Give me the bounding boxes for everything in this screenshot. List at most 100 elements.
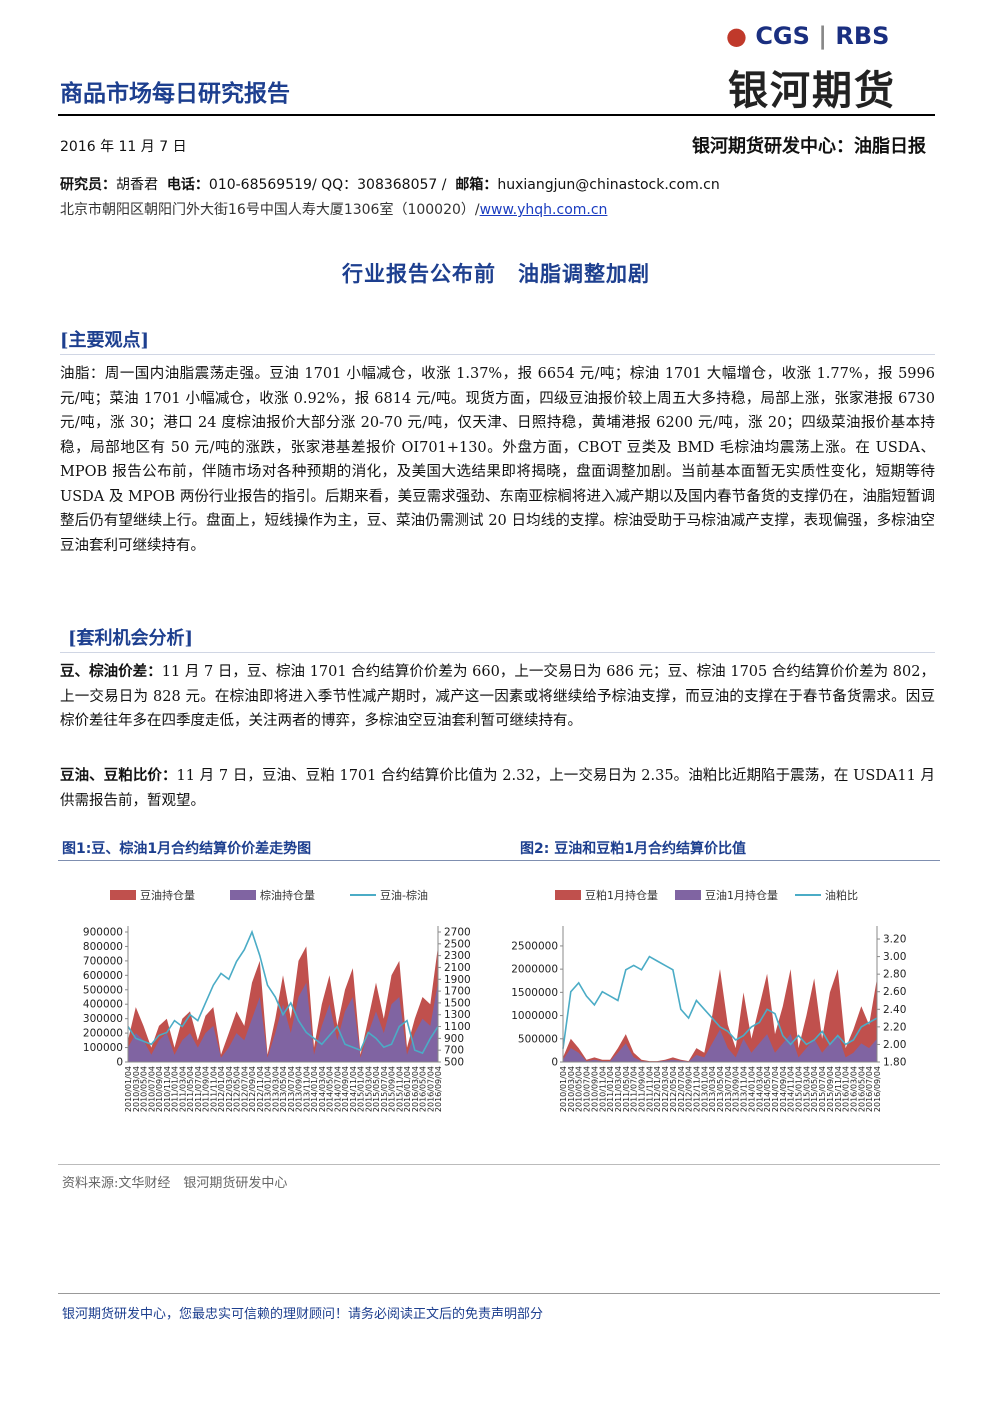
arbitrage-paragraph: 豆、棕油价差：11 月 7 日，豆、棕油 1701 合约结算价价差为 660，上…	[60, 660, 935, 734]
y2-tick-label: 1100	[444, 1021, 471, 1033]
x-tick-label: 2011/01/04	[606, 1066, 615, 1112]
x-tick-label: 2012/01/04	[653, 1066, 662, 1112]
legend-label: 棕油持仓量	[260, 888, 315, 902]
y-tick-label: 700000	[83, 955, 123, 967]
address: 北京市朝阳区朝阳门外大街16号中国人寿大厦1306室（100020）/	[60, 202, 480, 218]
x-tick-label: 2014/05/04	[326, 1066, 335, 1112]
text: 11 月 7 日，豆、棕油 1701 合约结算价价差为 660，上一交易日为 6…	[60, 664, 935, 729]
x-tick-label: 2010/03/04	[132, 1066, 141, 1112]
x-tick-label: 2015/05/04	[810, 1066, 819, 1112]
y-tick-label: 100000	[83, 1042, 123, 1054]
y2-tick-label: 1500	[444, 997, 471, 1009]
x-tick-label: 2010/09/04	[590, 1066, 599, 1112]
text: 11 月 7 日，豆油、豆粕 1701 合约结算价比值为 2.32，上一交易日为…	[60, 768, 936, 809]
area-series	[128, 982, 438, 1062]
report-title: 商品市场每日研究报告	[60, 81, 290, 107]
figure-rule	[58, 860, 940, 861]
y-tick-label: 2000000	[511, 964, 558, 976]
x-tick-label: 2013/09/04	[732, 1066, 741, 1112]
line-series	[127, 929, 439, 1055]
x-tick-label: 2016/07/04	[426, 1066, 435, 1112]
x-tick-label: 2015/09/04	[826, 1066, 835, 1112]
x-tick-label: 2015/03/04	[802, 1066, 811, 1112]
y-tick-label: 500000	[83, 984, 123, 996]
y-tick-label: 0	[116, 1057, 123, 1069]
section-rule	[60, 354, 935, 355]
legend-swatch	[675, 890, 701, 900]
y-tick-label: 0	[551, 1057, 558, 1069]
x-tick-label: 2015/03/04	[364, 1066, 373, 1112]
y2-tick-label: 1700	[444, 986, 471, 998]
x-tick-label: 2016/03/04	[411, 1066, 420, 1112]
x-tick-label: 2016/07/04	[865, 1066, 874, 1112]
legend-swatch	[110, 890, 136, 900]
x-tick-label: 2010/07/04	[583, 1066, 592, 1112]
contact-line: 研究员：胡香君 电话：010-68569519/ QQ：308368057 / …	[60, 174, 720, 194]
x-tick-label: 2015/09/04	[388, 1066, 397, 1112]
x-tick-label: 2011/03/04	[614, 1066, 623, 1112]
section-heading: [套利机会分析]	[68, 628, 194, 649]
x-tick-label: 2012/01/04	[217, 1066, 226, 1112]
x-tick-label: 2014/11/04	[787, 1066, 796, 1112]
y2-tick-label: 1900	[444, 974, 471, 986]
x-tick-label: 2014/03/04	[318, 1066, 327, 1112]
x-tick-label: 2012/07/04	[677, 1066, 686, 1112]
x-tick-label: 2016/09/04	[873, 1066, 882, 1112]
logo-name: 银河期货	[728, 68, 896, 114]
x-tick-label: 2012/11/04	[692, 1066, 701, 1112]
label: 研究员：	[60, 177, 116, 193]
y-tick-label: 1000000	[511, 1010, 558, 1022]
x-tick-label: 2016/01/04	[403, 1066, 412, 1112]
area-series	[563, 1029, 877, 1062]
y2-tick-label: 2.00	[883, 1039, 906, 1051]
y2-tick-label: 2.40	[883, 1004, 906, 1016]
legend-label: 油粕比	[825, 888, 858, 902]
x-tick-label: 2016/05/04	[419, 1066, 428, 1112]
x-tick-label: 2012/05/04	[233, 1066, 242, 1112]
x-tick-label: 2014/01/04	[747, 1066, 756, 1112]
x-tick-label: 2013/11/04	[302, 1066, 311, 1112]
headline: 行业报告公布前 油脂调整加剧	[342, 261, 650, 286]
x-tick-label: 2011/03/04	[178, 1066, 187, 1112]
y2-tick-label: 2700	[444, 927, 471, 939]
y-tick-label: 900000	[83, 927, 123, 939]
source: 资料来源:文华财经 银河期货研发中心	[62, 1176, 288, 1191]
x-tick-label: 2012/09/04	[685, 1066, 694, 1112]
y-tick-label: 800000	[83, 941, 123, 953]
x-tick-label: 2016/01/04	[842, 1066, 851, 1112]
logo-rbs-text: RBS	[835, 22, 890, 50]
x-tick-label: 2016/03/04	[849, 1066, 858, 1112]
legend-label: 豆油1月持仓量	[705, 888, 778, 902]
x-tick-label: 2010/05/04	[140, 1066, 149, 1112]
address-line: 北京市朝阳区朝阳门外大街16号中国人寿大厦1306室（100020）/www.y…	[60, 199, 607, 219]
legend-label: 豆油-棕油	[380, 888, 428, 902]
x-tick-label: 2012/03/04	[661, 1066, 670, 1112]
department: 银河期货研发中心：油脂日报	[692, 136, 926, 157]
x-tick-label: 2014/03/04	[755, 1066, 764, 1112]
x-tick-label: 2012/09/04	[248, 1066, 257, 1112]
y-tick-label: 500000	[518, 1033, 558, 1045]
x-tick-label: 2013/07/04	[287, 1066, 296, 1112]
figure-title: 图2: 豆油和豆粕1月合约结算价比值	[520, 841, 746, 857]
legend-swatch	[230, 890, 256, 900]
x-tick-label: 2014/07/04	[771, 1066, 780, 1112]
x-tick-label: 2015/01/04	[795, 1066, 804, 1112]
lead: 豆、棕油价差：	[60, 663, 162, 680]
x-tick-label: 2014/05/04	[763, 1066, 772, 1112]
x-tick-label: 2013/03/04	[271, 1066, 280, 1112]
website-link[interactable]: www.yhqh.com.cn	[479, 202, 608, 218]
y2-tick-label: 2.80	[883, 969, 906, 981]
x-tick-label: 2013/07/04	[724, 1066, 733, 1112]
x-tick-label: 2011/09/04	[202, 1066, 211, 1112]
y-tick-label: 2500000	[511, 940, 558, 952]
x-tick-label: 2014/07/04	[333, 1066, 342, 1112]
email: huxiangjun@chinastock.com.cn	[497, 177, 720, 193]
x-tick-label: 2010/05/04	[575, 1066, 584, 1112]
logo-cgs-text: CGS	[755, 22, 810, 50]
x-tick-label: 2010/01/04	[124, 1066, 133, 1112]
x-tick-label: 2013/05/04	[279, 1066, 288, 1112]
area-series	[563, 969, 877, 1062]
y2-tick-label: 900	[444, 1033, 464, 1045]
x-tick-label: 2015/07/04	[818, 1066, 827, 1112]
x-tick-label: 2011/07/04	[630, 1066, 639, 1112]
